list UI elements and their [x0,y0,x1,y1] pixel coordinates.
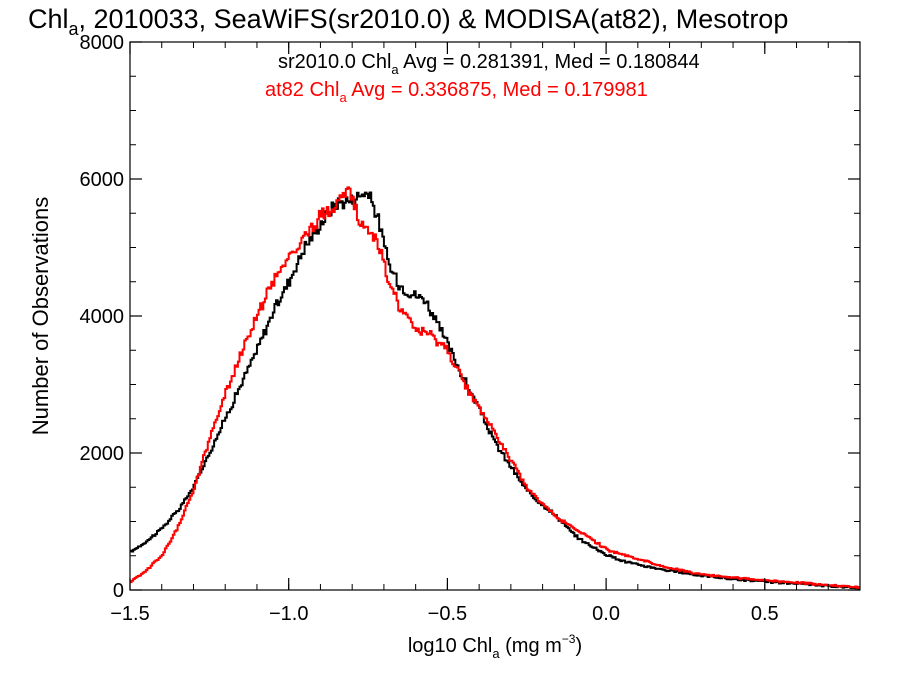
annotation-at82: at82 Chla Avg = 0.336875, Med = 0.179981 [265,79,648,105]
x-axis-label-sup: −3 [562,632,576,646]
y-tick-label: 8000 [80,32,125,54]
y-tick-label: 6000 [80,169,125,191]
x-axis-label: log10 Chla (mg m−3) [408,632,582,661]
y-axis-label: Number of Observations [28,197,53,435]
x-axis-label-post: ) [575,635,582,657]
series-at82-line [130,186,860,589]
chart-title-pre: Chl [28,4,69,34]
x-axis-label-pre: log10 Chl [408,635,493,657]
x-tick-label: 0.0 [592,603,620,625]
x-tick-label: 0.5 [751,603,779,625]
series-sr2010-line [130,191,860,590]
annotation-at82-pre: at82 Chl [265,79,340,101]
annotation-sr2010-post: Avg = 0.281391, Med = 0.180844 [399,51,700,73]
chart-title-sub: a [69,19,80,39]
y-tick-label: 2000 [80,443,125,465]
x-tick-label: −1.0 [269,603,308,625]
plot-area: −1.5 −1.0 −0.5 0.0 0.5 0 2000 4000 6000 8000 [80,32,861,625]
plot-frame [129,41,861,591]
y-tick-label: 0 [113,580,124,602]
x-tick-label: −0.5 [428,603,467,625]
y-axis-ticks: 0 2000 4000 6000 8000 [80,32,860,602]
series-layer [130,186,860,590]
x-tick-label: −1.5 [110,603,149,625]
annotation-sr2010-pre: sr2010.0 Chl [278,51,391,73]
x-axis-label-mid: (mg m [500,635,562,657]
chart-title-post: , 2010033, SeaWiFS(sr2010.0) & MODISA(at… [79,4,789,34]
annotation-sr2010: sr2010.0 Chla Avg = 0.281391, Med = 0.18… [278,51,700,77]
annotation-sr2010-sub: a [391,62,399,77]
x-axis-label-sub: a [492,646,500,661]
annotation-at82-sub: a [340,90,348,105]
annotation-at82-post: Avg = 0.336875, Med = 0.179981 [347,79,648,101]
chart-title: Chla, 2010033, SeaWiFS(sr2010.0) & MODIS… [28,4,788,39]
y-tick-label: 4000 [80,306,125,328]
x-axis-ticks: −1.5 −1.0 −0.5 0.0 0.5 [110,42,861,625]
